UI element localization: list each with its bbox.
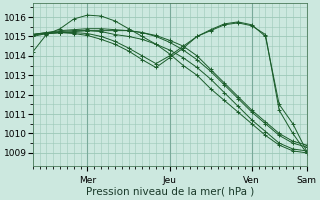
X-axis label: Pression niveau de la mer( hPa ): Pression niveau de la mer( hPa ) [85, 187, 254, 197]
